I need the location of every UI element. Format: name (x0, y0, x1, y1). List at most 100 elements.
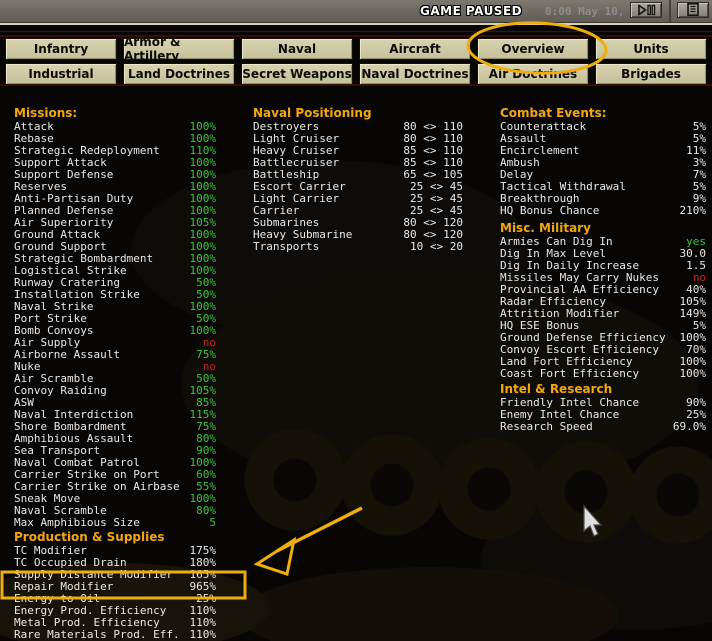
stat-label: Strategic Bombardment (14, 252, 154, 265)
stat-label: Tactical Withdrawal (500, 180, 626, 193)
stat-value: 55% (196, 480, 216, 493)
stat-label: Air Scramble (14, 372, 94, 385)
stat-value: 90% (196, 444, 216, 457)
tab[interactable]: Armor & Artillery (123, 35, 235, 63)
tab[interactable]: Land Doctrines (123, 63, 235, 85)
stat-value: yes (686, 235, 706, 248)
stat-value: 50% (196, 276, 216, 289)
stat-value: 11% (686, 144, 706, 157)
stat-row: Amphibious Assault 80% (14, 433, 216, 445)
play-pause-button[interactable] (630, 2, 662, 18)
stat-label: Energy Prod. Efficiency (14, 604, 167, 617)
stat-row: Bomb Convoys 100% (14, 325, 216, 337)
stat-row: Logistical Strike 100% (14, 265, 216, 277)
stat-value: 85 <> 110 (403, 144, 463, 157)
stat-label: Naval Combat Patrol (14, 456, 140, 469)
stat-value: 69.0% (672, 420, 706, 433)
stat-value: 50% (196, 312, 216, 325)
stat-row: Carrier Strike on Airbase 55% (14, 481, 216, 493)
stat-label: Support Defense (14, 168, 114, 181)
stat-value: 180% (189, 556, 217, 569)
stat-label: Rare Materials Prod. Eff. (14, 628, 180, 641)
stat-value: 100% (189, 180, 217, 193)
stat-label: Ground Defense Efficiency (500, 331, 666, 344)
stat-label: Strategic Redeployment (14, 144, 160, 157)
naval-positioning-column: Naval Positioning Destroyers 80 <> 110 L… (253, 107, 463, 253)
stat-row: Attrition Modifier 149% (500, 308, 706, 320)
stat-value: 25 <> 45 (410, 204, 463, 217)
stat-value: 90% (686, 396, 706, 409)
stat-label: Ground Support (14, 240, 107, 253)
stat-row: Runway Cratering 50% (14, 277, 216, 289)
stat-value: 105% (189, 384, 217, 397)
stat-label: Metal Prod. Efficiency (14, 616, 160, 629)
stat-value: 100% (189, 132, 217, 145)
stat-row: Transports 10 <> 20 (253, 241, 463, 253)
stat-row: Carrier 25 <> 45 (253, 205, 463, 217)
stat-row: Ground Support 100% (14, 241, 216, 253)
missions-list: Attack 100% Rebase 100% Strategic Redepl… (14, 121, 216, 529)
olive-divider-line (0, 31, 712, 32)
stat-value: 10 <> 20 (410, 240, 463, 253)
stat-value: 100% (189, 168, 217, 181)
intel-research-title: Intel & Research (500, 382, 613, 396)
stat-row: Rare Materials Prod. Eff. 110% (14, 629, 216, 641)
tab[interactable]: Secret Weapons (241, 63, 353, 85)
tab[interactable]: Naval Doctrines (359, 63, 471, 85)
stat-label: Coast Fort Efficiency (500, 367, 640, 380)
stat-row: Support Defense 100% (14, 169, 216, 181)
stat-row: Armies Can Dig In yes (500, 236, 706, 248)
stat-row: Radar Efficiency 105% (500, 296, 706, 308)
stat-value: 110% (189, 616, 217, 629)
stat-row: Breakthrough 9% (500, 193, 706, 205)
combat-events-list: Counterattack 5% Assault 5% Encirclement… (500, 121, 706, 217)
stat-row: Heavy Cruiser 85 <> 110 (253, 145, 463, 157)
stat-row: Carrier Strike on Port 60% (14, 469, 216, 481)
stat-value: 210% (679, 204, 707, 217)
stat-value: 5% (692, 319, 706, 332)
stat-value: 105% (679, 295, 707, 308)
stat-row: Delay 7% (500, 169, 706, 181)
tab[interactable]: Naval (241, 38, 353, 60)
combat-events-title: Combat Events: (500, 106, 607, 120)
stat-value: 85% (196, 396, 216, 409)
stat-row: Support Attack 100% (14, 157, 216, 169)
stat-label: Delay (500, 168, 534, 181)
stat-label: Attack (14, 120, 54, 133)
stat-row: Destroyers 80 <> 110 (253, 121, 463, 133)
stat-row: Port Strike 50% (14, 313, 216, 325)
stat-row: Missiles May Carry Nukes no (500, 272, 706, 284)
stat-label: Bomb Convoys (14, 324, 94, 337)
stat-label: Submarines (253, 216, 320, 229)
stat-label: Light Cruiser (253, 132, 340, 145)
stat-label: Carrier (253, 204, 300, 217)
stat-label: Naval Strike (14, 300, 94, 313)
tab[interactable]: Air Doctrines (477, 63, 589, 85)
menu-button[interactable] (677, 2, 709, 18)
stat-label: Air Supply (14, 336, 81, 349)
stat-value: 60% (196, 468, 216, 481)
stat-label: TC Occupied Drain (14, 556, 127, 569)
stat-value: 100% (189, 204, 217, 217)
tab-row-categories: Infantry Armor & Artillery Naval Aircraf… (5, 35, 707, 63)
stat-value: 5% (692, 180, 706, 193)
stat-label: HQ Bonus Chance (500, 204, 600, 217)
tab[interactable]: Infantry (5, 38, 117, 60)
stat-value: 1.5 (686, 259, 706, 272)
stat-label: Carrier Strike on Airbase (14, 480, 180, 493)
tab[interactable]: Industrial (5, 63, 117, 85)
tab[interactable]: Overview (477, 38, 589, 60)
stat-row: Provincial AA Efficiency 40% (500, 284, 706, 296)
stat-label: Max Amphibious Size (14, 516, 140, 529)
stat-row: Attack 100% (14, 121, 216, 133)
stat-label: Armies Can Dig In (500, 235, 613, 248)
tab[interactable]: Aircraft (359, 38, 471, 60)
stat-value: 70% (686, 343, 706, 356)
stat-label: Provincial AA Efficiency (500, 283, 659, 296)
stat-value: 100% (679, 367, 707, 380)
tab[interactable]: Brigades (595, 63, 707, 85)
stat-row: Tactical Withdrawal 5% (500, 181, 706, 193)
tab[interactable]: Units (595, 38, 707, 60)
stat-value: 50% (196, 288, 216, 301)
stat-row: Strategic Bombardment 100% (14, 253, 216, 265)
